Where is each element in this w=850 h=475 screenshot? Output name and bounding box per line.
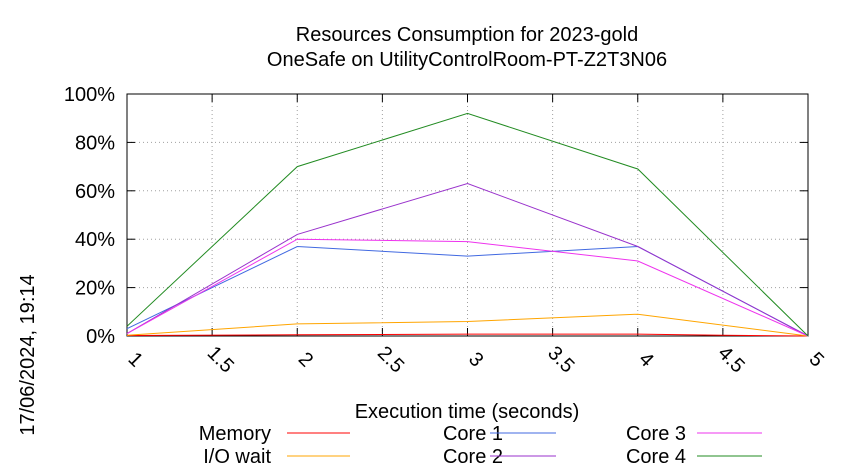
x-tick-label: 2.5 — [373, 342, 408, 377]
series-line-core-3 — [126, 238, 809, 337]
timestamp-label: 17/06/2024, 19:14 — [17, 274, 39, 435]
chart-title-line-2: OneSafe on UtilityControlRoom-PT-Z2T3N06 — [267, 49, 667, 71]
y-tick-label: 60% — [75, 181, 115, 203]
legend-label-core-2: Core 2 — [443, 446, 503, 468]
chart-title-line-1: Resources Consumption for 2023-gold — [296, 24, 638, 46]
x-tick-label: 3.5 — [543, 342, 578, 377]
x-tick-label: 4.5 — [714, 342, 749, 377]
x-tick-label: 5 — [805, 348, 828, 371]
series-line-core-2 — [126, 182, 809, 337]
legend-label-i-o-wait: I/O wait — [203, 446, 271, 468]
x-tick-label: 1 — [124, 348, 147, 371]
y-tick-label: 100% — [64, 84, 115, 106]
x-axis-title: Execution time (seconds) — [355, 401, 580, 423]
x-tick-label: 4 — [634, 348, 657, 371]
tick-layer: 0% 20% 40% 60% 80% 100% 1 1.5 2 2.5 3 3.5 4 4.5 5 — [64, 84, 828, 377]
legend-label-core-1: Core 1 — [443, 423, 503, 445]
x-tick-label: 3 — [464, 348, 487, 371]
series-line-i-o-wait — [126, 313, 809, 337]
series-line-core-4 — [126, 112, 809, 337]
series-line-memory — [126, 333, 809, 337]
legend-label-memory: Memory — [199, 423, 271, 445]
legend-label-core-4: Core 4 — [626, 446, 686, 468]
y-tick-label: 40% — [75, 229, 115, 251]
y-tick-label: 0% — [86, 326, 115, 348]
x-tick-label: 1.5 — [203, 342, 238, 377]
y-tick-label: 80% — [75, 132, 115, 154]
y-tick-label: 20% — [75, 278, 115, 300]
series-layer — [126, 112, 809, 337]
legend-label-core-3: Core 3 — [626, 423, 686, 445]
x-tick-label: 2 — [294, 348, 317, 371]
grid-layer — [127, 94, 808, 336]
